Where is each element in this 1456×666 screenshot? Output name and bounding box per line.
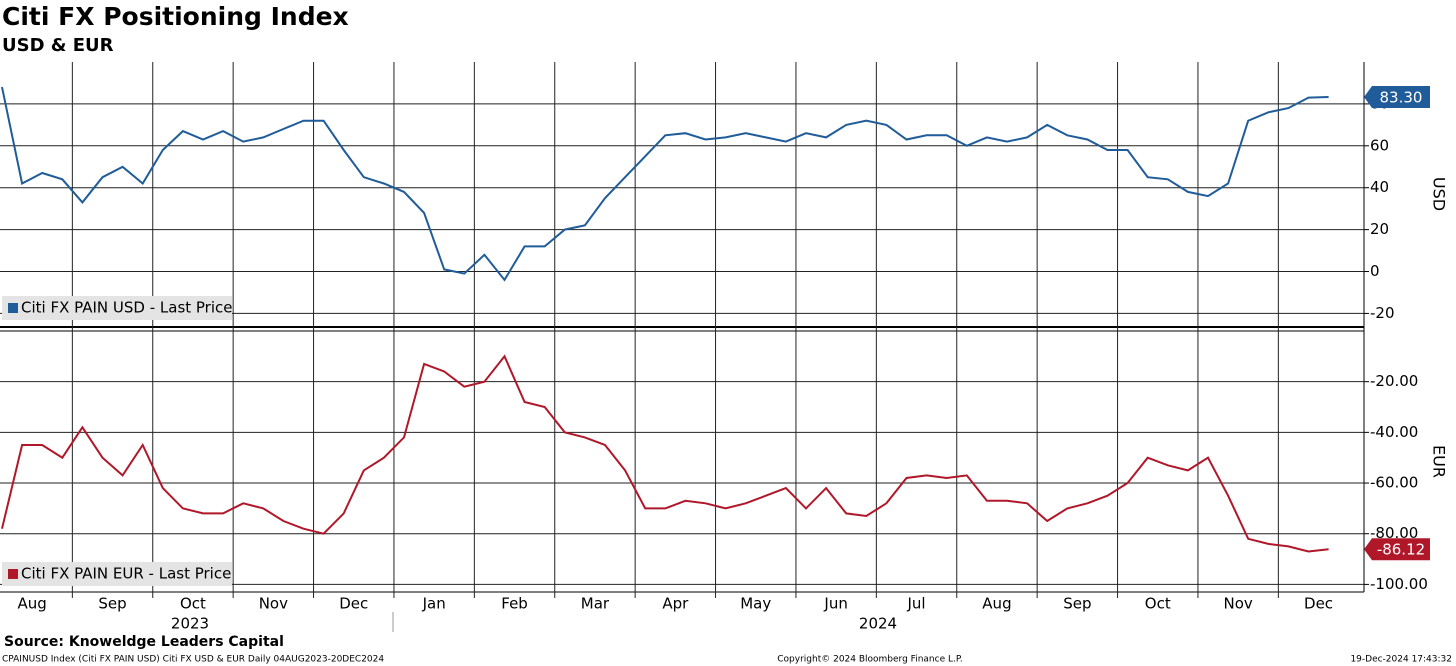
x-tick-label: Dec	[339, 595, 368, 613]
x-tick-label: Sep	[1063, 595, 1091, 613]
y-axis-label: USD	[1430, 177, 1449, 211]
x-tick-label: Mar	[581, 595, 610, 613]
chart-subtitle: USD & EUR	[2, 35, 114, 56]
y-tick-label: -40.00	[1370, 423, 1418, 441]
legend-box	[2, 296, 232, 320]
x-tick-label: Aug	[982, 595, 1011, 613]
legend-label: Citi FX PAIN USD - Last Price	[21, 299, 233, 317]
source: Source: Knoweldge Leaders Capital	[4, 634, 284, 650]
x-tick-label: Jun	[823, 595, 847, 613]
chart-title: Citi FX Positioning Index	[2, 2, 349, 31]
x-tick-label: Nov	[1224, 595, 1253, 613]
y-axis-label: EUR	[1430, 445, 1449, 478]
x-tick-label: May	[740, 595, 771, 613]
x-tick-label: Feb	[501, 595, 528, 613]
y-tick-label: -20	[1370, 304, 1395, 322]
y-tick-label: 60	[1370, 136, 1389, 154]
year-label: 2024	[859, 615, 897, 633]
x-tick-label: Apr	[662, 595, 689, 613]
legend-swatch	[8, 303, 18, 313]
last-value-label: 83.30	[1380, 88, 1423, 106]
line	[1, 354, 1329, 553]
y-tick-label: -60.00	[1370, 474, 1418, 492]
y-tick-label: -100.00	[1370, 575, 1428, 593]
x-tick-label: Jan	[422, 595, 446, 613]
x-tick-label: Dec	[1304, 595, 1333, 613]
last-value-tag	[1364, 538, 1430, 561]
last-value-tag	[1364, 85, 1430, 108]
x-tick-label: Nov	[259, 595, 288, 613]
x-tick-label: Aug	[18, 595, 47, 613]
footer-right: 19-Dec-2024 17:43:32	[1350, 655, 1452, 665]
x-tick-label: Sep	[98, 595, 126, 613]
line	[1, 86, 1329, 282]
x-tick-label: Oct	[180, 595, 206, 613]
x-tick-label: Jul	[906, 595, 925, 613]
legend-label: Citi FX PAIN EUR - Last Price	[21, 565, 231, 583]
y-tick-label: -80.00	[1370, 524, 1418, 542]
year-label: 2023	[171, 615, 209, 633]
footer-left: CPAINUSD Index (Citi FX PAIN USD) Citi F…	[2, 655, 384, 665]
y-tick-label: 40	[1370, 178, 1389, 196]
y-tick-label: -20.00	[1370, 372, 1418, 390]
legend-swatch	[8, 569, 18, 579]
y-tick-label: 0	[1370, 262, 1380, 280]
last-value-label: -86.12	[1377, 541, 1425, 559]
y-tick-label: 20	[1370, 220, 1389, 238]
x-tick-label: Oct	[1145, 595, 1171, 613]
legend-box	[2, 562, 232, 586]
footer-center: Copyright© 2024 Bloomberg Finance L.P.	[777, 655, 962, 665]
